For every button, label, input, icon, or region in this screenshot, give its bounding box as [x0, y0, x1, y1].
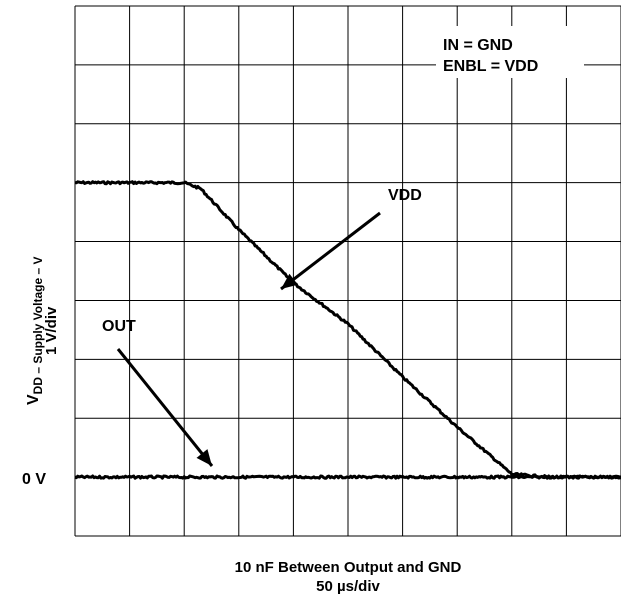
vdd-trace-label: VDD: [388, 187, 422, 204]
y-axis-label: VDD – Supply Voltage – V: [25, 257, 45, 405]
annotation-enbl: ENBL = VDD: [443, 58, 538, 75]
traces: [74, 180, 621, 480]
trace-out: [74, 474, 621, 480]
out-arrow-head: [196, 449, 212, 466]
out-arrow-shaft: [116, 348, 214, 467]
x-axis-label: 10 nF Between Output and GND: [234, 559, 462, 576]
out-trace-label: OUT: [102, 318, 136, 335]
annotation-in: IN = GND: [443, 37, 513, 54]
x-axis-scale-label: 50 µs/div: [316, 578, 380, 595]
annotation-box: [436, 26, 584, 78]
vdd-arrow-head: [281, 273, 298, 289]
arrows: [116, 211, 381, 467]
grid: [74, 5, 621, 537]
vdd-arrow-shaft: [280, 211, 381, 291]
y-axis-label-main: DD – Supply Voltage – V: [31, 257, 45, 395]
y-axis-scale-label: 1 V/div: [43, 306, 60, 355]
zero-volt-label: 0 V: [22, 471, 46, 488]
y-axis-label-prefix: V: [25, 394, 42, 405]
